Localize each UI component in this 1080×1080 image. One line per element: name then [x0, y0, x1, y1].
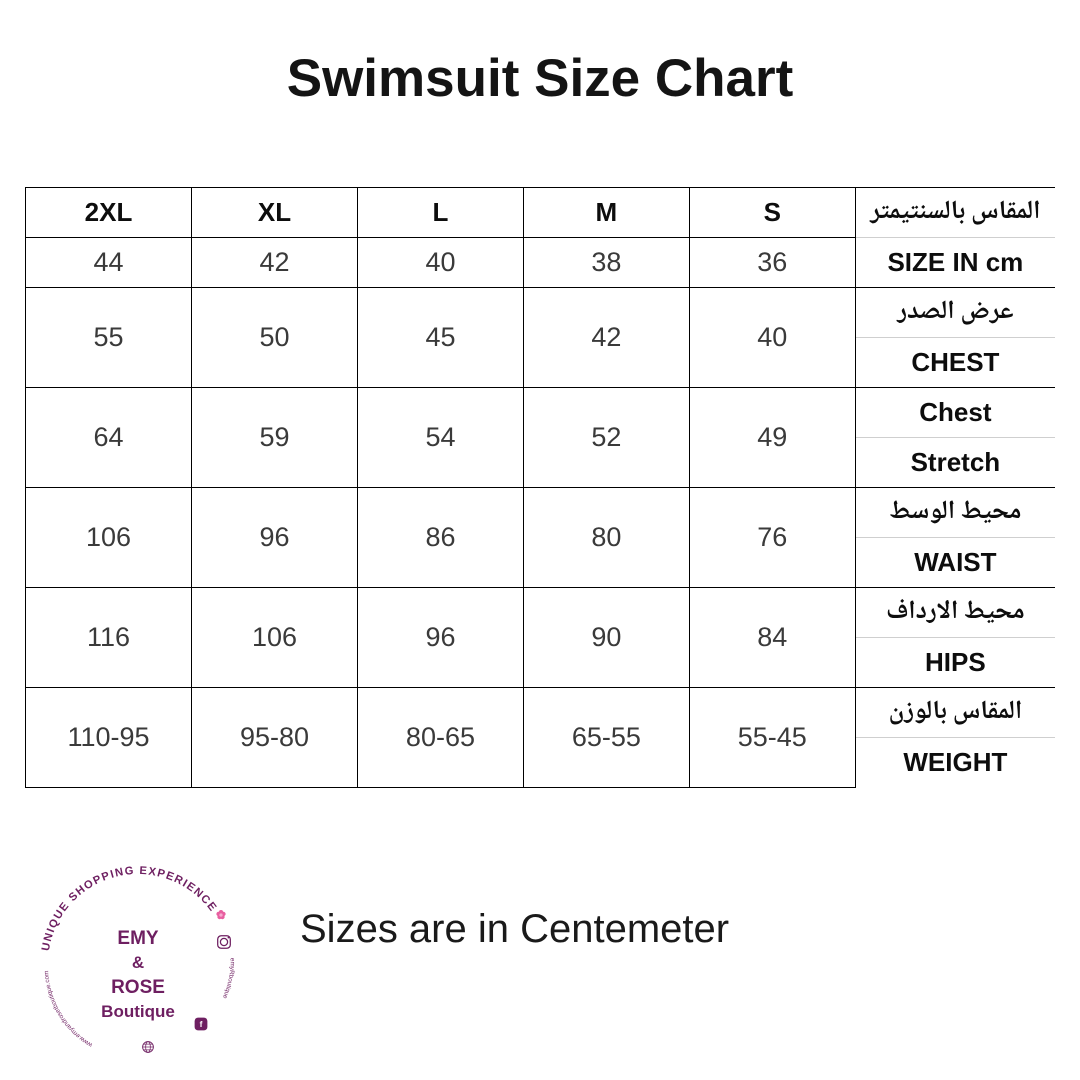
svg-text:&: &	[132, 953, 144, 972]
svg-text:f: f	[200, 1019, 203, 1029]
svg-text:emyRboutique: emyRboutique	[221, 958, 236, 1000]
svg-text:Boutique: Boutique	[101, 1002, 175, 1021]
svg-text:EMY: EMY	[117, 928, 159, 949]
svg-text:www.emyandrosetboutique.com: www.emyandrosetboutique.com	[43, 970, 94, 1049]
svg-text:ROSE: ROSE	[111, 977, 165, 998]
